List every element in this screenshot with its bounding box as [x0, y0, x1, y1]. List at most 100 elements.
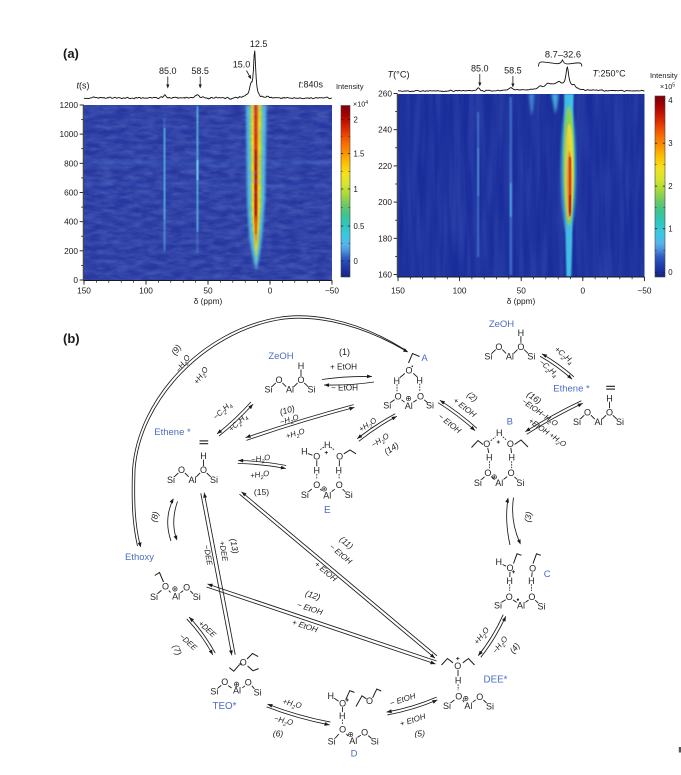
svg-text:O: O: [495, 342, 502, 352]
svg-text:−H2O: −H2O: [273, 714, 294, 730]
svg-text:Si: Si: [484, 351, 492, 361]
svg-text:*: *: [239, 662, 242, 671]
svg-text:220: 220: [378, 161, 392, 171]
svg-text:O: O: [506, 592, 513, 602]
svg-text:O: O: [507, 439, 514, 449]
svg-text:0: 0: [580, 286, 585, 296]
svg-text:O: O: [336, 451, 343, 461]
svg-text:150: 150: [391, 286, 405, 296]
svg-text:(12): (12): [304, 588, 322, 602]
svg-text:(5): (5): [414, 729, 425, 739]
svg-text:H: H: [518, 328, 525, 338]
svg-text:0: 0: [73, 275, 78, 285]
svg-text:O: O: [606, 407, 613, 417]
svg-text:Si: Si: [527, 351, 535, 361]
svg-text:B: B: [507, 417, 513, 428]
svg-text:(9): (9): [169, 343, 183, 357]
svg-text:O: O: [183, 583, 190, 593]
svg-text:(8): (8): [148, 510, 160, 523]
svg-text:Si: Si: [210, 686, 218, 696]
svg-text:O: O: [361, 727, 368, 737]
svg-text:58.5: 58.5: [191, 66, 209, 76]
svg-text:100: 100: [453, 286, 467, 296]
svg-text:−DEE: −DEE: [202, 544, 215, 567]
svg-text:150: 150: [77, 286, 91, 296]
svg-text:H: H: [324, 440, 331, 450]
svg-text:H: H: [327, 691, 334, 701]
svg-text:Si: Si: [264, 385, 272, 395]
svg-text:H: H: [528, 576, 535, 586]
svg-text:Al: Al: [594, 417, 602, 427]
svg-text:85.0: 85.0: [159, 66, 177, 76]
svg-text:H: H: [314, 466, 321, 476]
svg-text:(3): (3): [522, 511, 534, 523]
svg-text:O: O: [529, 563, 536, 573]
svg-text:Si: Si: [486, 701, 494, 711]
svg-text:O: O: [200, 465, 207, 475]
svg-text:D: D: [351, 749, 358, 760]
svg-text:H: H: [495, 557, 502, 567]
svg-text:+H2O: +H2O: [285, 426, 307, 442]
svg-text:Al: Al: [506, 351, 514, 361]
svg-text:H: H: [506, 576, 513, 586]
svg-text:(6): (6): [273, 729, 284, 739]
svg-text:Si: Si: [426, 401, 434, 411]
svg-text:H: H: [298, 361, 305, 371]
svg-text:160: 160: [378, 270, 392, 280]
svg-text:O: O: [221, 677, 228, 687]
svg-text:Si: Si: [474, 478, 482, 488]
svg-text:Ethene *: Ethene *: [154, 427, 191, 438]
svg-text:12.5: 12.5: [250, 39, 268, 49]
svg-text:Si: Si: [328, 737, 336, 747]
svg-text:O: O: [484, 468, 491, 478]
svg-text:− EtOH: − EtOH: [331, 384, 358, 393]
svg-text:O: O: [528, 592, 535, 602]
svg-text:Si: Si: [573, 417, 581, 427]
svg-text:t(s): t(s): [77, 81, 90, 91]
svg-text:800: 800: [64, 158, 78, 168]
svg-text:H: H: [455, 676, 462, 686]
svg-text:Si: Si: [371, 737, 379, 747]
svg-text:Si: Si: [210, 475, 218, 485]
svg-text:260: 260: [378, 89, 392, 99]
svg-text:O: O: [162, 582, 169, 592]
svg-text:100: 100: [139, 286, 153, 296]
svg-text:H: H: [606, 393, 613, 403]
svg-text:(a): (a): [63, 46, 79, 61]
svg-text:(7): (7): [171, 643, 184, 657]
svg-text:4: 4: [668, 96, 673, 105]
svg-text:Intensity: Intensity: [650, 71, 678, 80]
svg-text:200: 200: [378, 197, 392, 207]
svg-text:1.5: 1.5: [354, 150, 366, 159]
svg-text:400: 400: [64, 217, 78, 227]
svg-text:Al: Al: [172, 591, 180, 601]
svg-text:Al: Al: [286, 385, 294, 395]
svg-text:O: O: [455, 691, 462, 701]
svg-text:−50: −50: [325, 286, 339, 296]
svg-text:×105: ×105: [660, 82, 675, 91]
svg-text:O: O: [517, 342, 524, 352]
svg-text:Si: Si: [616, 417, 624, 427]
svg-text:15.0: 15.0: [233, 60, 251, 70]
svg-text:+H2O: +H2O: [281, 697, 302, 713]
svg-text:Si: Si: [150, 592, 158, 602]
svg-text:Al: Al: [349, 736, 357, 746]
svg-text:O: O: [275, 375, 282, 385]
svg-text:Si: Si: [383, 401, 391, 411]
svg-text:×104: ×104: [353, 100, 368, 109]
svg-text:Ethene *: Ethene *: [553, 384, 590, 395]
svg-text:O: O: [417, 391, 424, 401]
svg-text:1200: 1200: [60, 100, 79, 110]
svg-text:Si: Si: [443, 701, 451, 711]
svg-text:Al: Al: [405, 401, 413, 411]
svg-text:−H2O: −H2O: [279, 412, 301, 428]
svg-text:8.7–32.6: 8.7–32.6: [545, 50, 581, 60]
svg-text:Al: Al: [233, 685, 241, 695]
svg-text:(15): (15): [254, 487, 269, 497]
svg-text:+DEE: +DEE: [217, 540, 230, 563]
svg-text:Al: Al: [188, 475, 196, 485]
svg-text:T(°C): T(°C): [388, 70, 410, 80]
svg-text:+ EtOH: + EtOH: [330, 363, 357, 372]
svg-text:O: O: [506, 563, 513, 573]
svg-text:+H2O: +H2O: [249, 469, 270, 483]
